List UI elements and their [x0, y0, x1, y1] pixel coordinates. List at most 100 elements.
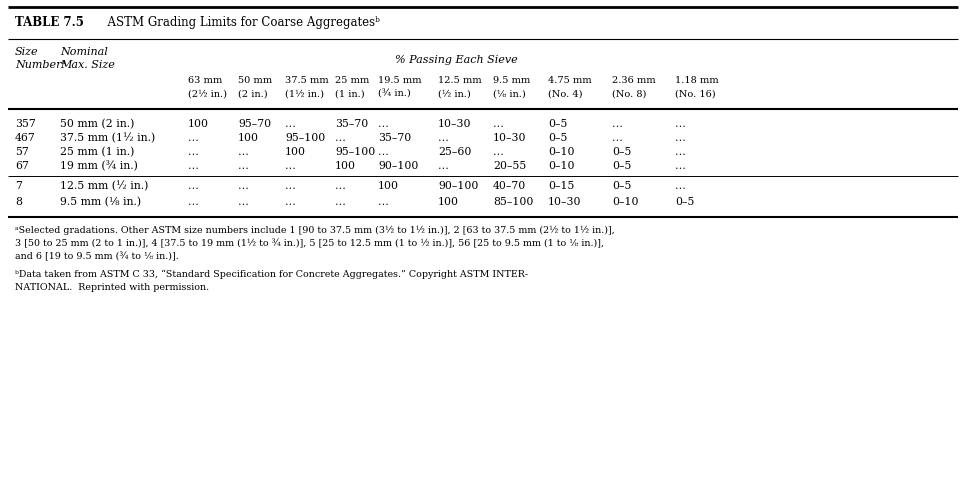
- Text: …: …: [493, 147, 504, 157]
- Text: NATIONAL.  Reprinted with permission.: NATIONAL. Reprinted with permission.: [15, 283, 209, 293]
- Text: …: …: [438, 133, 449, 143]
- Text: …: …: [188, 197, 199, 207]
- Text: 0–5: 0–5: [612, 161, 632, 171]
- Text: 20–55: 20–55: [493, 161, 526, 171]
- Text: % Passing Each Sieve: % Passing Each Sieve: [395, 55, 518, 65]
- Text: 0–15: 0–15: [548, 181, 575, 191]
- Text: Numberᵃ: Numberᵃ: [15, 60, 66, 70]
- Text: (¾ in.): (¾ in.): [378, 90, 411, 99]
- Text: 95–100: 95–100: [285, 133, 326, 143]
- Text: …: …: [238, 181, 249, 191]
- Text: …: …: [285, 181, 296, 191]
- Text: (½ in.): (½ in.): [438, 90, 470, 98]
- Text: 63 mm: 63 mm: [188, 76, 222, 84]
- Text: 8: 8: [15, 197, 22, 207]
- Text: 4.75 mm: 4.75 mm: [548, 76, 591, 84]
- Text: 50 mm (2 in.): 50 mm (2 in.): [60, 119, 134, 129]
- Text: 19 mm (¾ in.): 19 mm (¾ in.): [60, 161, 138, 171]
- Text: …: …: [675, 161, 686, 171]
- Text: ᵃSelected gradations. Other ASTM size numbers include 1 [90 to 37.5 mm (3½ to 1½: ᵃSelected gradations. Other ASTM size nu…: [15, 226, 614, 235]
- Text: …: …: [188, 133, 199, 143]
- Text: 10–30: 10–30: [493, 133, 526, 143]
- Text: 0–5: 0–5: [612, 147, 632, 157]
- Text: 0–5: 0–5: [612, 181, 632, 191]
- Text: 67: 67: [15, 161, 29, 171]
- Text: 37.5 mm (1½ in.): 37.5 mm (1½ in.): [60, 133, 156, 143]
- Text: 57: 57: [15, 147, 29, 157]
- Text: Nominal: Nominal: [60, 47, 108, 57]
- Text: 1.18 mm: 1.18 mm: [675, 76, 719, 84]
- Text: …: …: [493, 119, 504, 129]
- Text: 100: 100: [438, 197, 459, 207]
- Text: …: …: [335, 133, 346, 143]
- Text: 0–5: 0–5: [675, 197, 695, 207]
- Text: …: …: [285, 197, 296, 207]
- Text: 0–5: 0–5: [548, 133, 567, 143]
- Text: (1½ in.): (1½ in.): [285, 90, 324, 98]
- Text: 10–30: 10–30: [548, 197, 582, 207]
- Text: (2½ in.): (2½ in.): [188, 90, 227, 98]
- Text: 35–70: 35–70: [378, 133, 412, 143]
- Text: (⅛ in.): (⅛ in.): [493, 90, 526, 98]
- Text: (No. 16): (No. 16): [675, 90, 716, 98]
- Text: …: …: [238, 147, 249, 157]
- Text: 25–60: 25–60: [438, 147, 471, 157]
- Text: ASTM Grading Limits for Coarse Aggregatesᵇ: ASTM Grading Limits for Coarse Aggregate…: [100, 15, 380, 28]
- Text: …: …: [285, 119, 296, 129]
- Text: 357: 357: [15, 119, 36, 129]
- Text: 90–100: 90–100: [378, 161, 418, 171]
- Text: …: …: [675, 181, 686, 191]
- Text: and 6 [19 to 9.5 mm (¾ to ⅛ in.)].: and 6 [19 to 9.5 mm (¾ to ⅛ in.)].: [15, 252, 179, 262]
- Text: 90–100: 90–100: [438, 181, 478, 191]
- Text: 0–10: 0–10: [612, 197, 639, 207]
- Text: 85–100: 85–100: [493, 197, 533, 207]
- Text: 12.5 mm: 12.5 mm: [438, 76, 482, 84]
- Text: 0–5: 0–5: [548, 119, 567, 129]
- Text: …: …: [675, 147, 686, 157]
- Text: …: …: [378, 147, 389, 157]
- Text: …: …: [188, 147, 199, 157]
- Text: …: …: [612, 119, 623, 129]
- Text: …: …: [188, 161, 199, 171]
- Text: 95–100: 95–100: [335, 147, 375, 157]
- Text: 25 mm: 25 mm: [335, 76, 369, 84]
- Text: 100: 100: [188, 119, 209, 129]
- Text: Size: Size: [15, 47, 39, 57]
- Text: 100: 100: [378, 181, 399, 191]
- Text: …: …: [675, 133, 686, 143]
- Text: 100: 100: [238, 133, 259, 143]
- Text: …: …: [238, 161, 249, 171]
- Text: 12.5 mm (½ in.): 12.5 mm (½ in.): [60, 181, 149, 191]
- Text: …: …: [675, 119, 686, 129]
- Text: 35–70: 35–70: [335, 119, 368, 129]
- Text: 467: 467: [15, 133, 36, 143]
- Text: 2.36 mm: 2.36 mm: [612, 76, 656, 84]
- Text: ᵇData taken from ASTM C 33, “Standard Specification for Concrete Aggregates.” Co: ᵇData taken from ASTM C 33, “Standard Sp…: [15, 270, 528, 279]
- Text: …: …: [285, 161, 296, 171]
- Text: 10–30: 10–30: [438, 119, 471, 129]
- Text: 7: 7: [15, 181, 22, 191]
- Text: TABLE 7.5: TABLE 7.5: [15, 15, 84, 28]
- Text: 19.5 mm: 19.5 mm: [378, 76, 421, 84]
- Text: …: …: [378, 119, 389, 129]
- Text: …: …: [438, 161, 449, 171]
- Text: (2 in.): (2 in.): [238, 90, 268, 98]
- Text: (No. 4): (No. 4): [548, 90, 582, 98]
- Text: 0–10: 0–10: [548, 161, 575, 171]
- Text: 100: 100: [335, 161, 356, 171]
- Text: Max. Size: Max. Size: [60, 60, 115, 70]
- Text: 9.5 mm (⅛ in.): 9.5 mm (⅛ in.): [60, 197, 141, 207]
- Text: 9.5 mm: 9.5 mm: [493, 76, 530, 84]
- Text: 50 mm: 50 mm: [238, 76, 272, 84]
- Text: 0–10: 0–10: [548, 147, 575, 157]
- Text: 25 mm (1 in.): 25 mm (1 in.): [60, 147, 134, 157]
- Text: …: …: [378, 197, 389, 207]
- Text: 40–70: 40–70: [493, 181, 526, 191]
- Text: 3 [50 to 25 mm (2 to 1 in.)], 4 [37.5 to 19 mm (1½ to ¾ in.)], 5 [25 to 12.5 mm : 3 [50 to 25 mm (2 to 1 in.)], 4 [37.5 to…: [15, 239, 604, 248]
- Text: 37.5 mm: 37.5 mm: [285, 76, 328, 84]
- Text: …: …: [335, 197, 346, 207]
- Text: …: …: [238, 197, 249, 207]
- Text: 95–70: 95–70: [238, 119, 271, 129]
- Text: …: …: [612, 133, 623, 143]
- Text: …: …: [188, 181, 199, 191]
